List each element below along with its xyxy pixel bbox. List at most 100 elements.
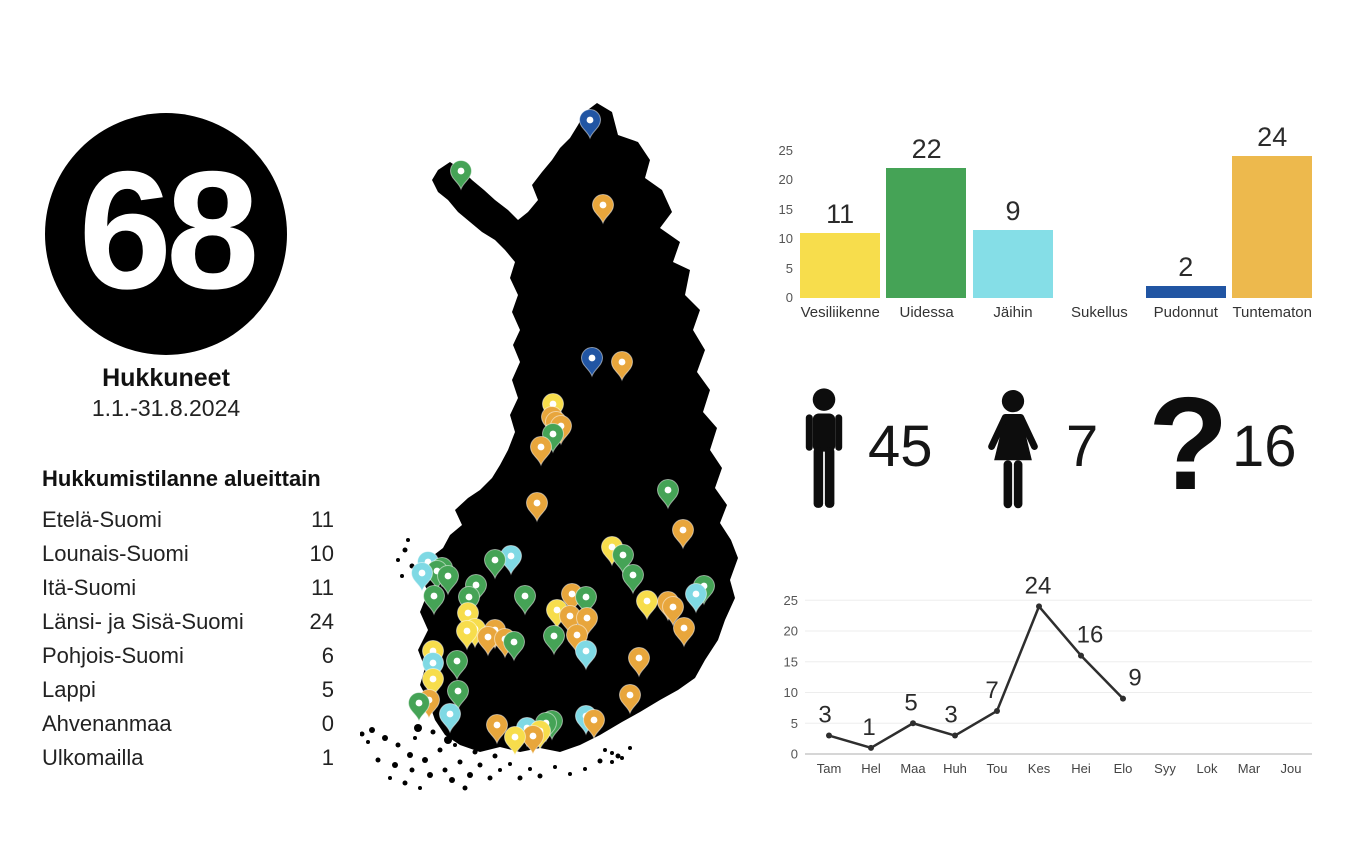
bar-axis-tick-label: 0 — [785, 290, 793, 305]
finland-silhouette — [418, 103, 738, 752]
line-axis-tick-label: 5 — [791, 716, 798, 731]
map-pin-body — [421, 668, 445, 699]
map-pin-body — [618, 684, 642, 715]
map-pin-body — [542, 625, 566, 656]
map-pin — [591, 194, 615, 225]
map-pin-body — [574, 640, 598, 671]
male-icon — [805, 388, 843, 508]
region-label: Itä-Suomi — [42, 575, 137, 600]
bar-category-label: Jäihin — [993, 304, 1033, 321]
month-label: Maa — [900, 761, 926, 776]
map-pin-dot — [635, 654, 643, 662]
map-pin — [521, 725, 545, 756]
bar — [1145, 286, 1226, 298]
bar-axis-tick-label: 10 — [778, 231, 793, 246]
map-pin-body — [446, 680, 470, 711]
map-pin-dot — [568, 590, 576, 598]
month-label: Lok — [1197, 761, 1218, 776]
map-pin-dot — [444, 572, 452, 580]
map-pin — [580, 347, 604, 378]
bar-value-label: 24 — [1257, 122, 1288, 153]
bar-axis-tick-label: 25 — [778, 142, 793, 158]
month-label: Tam — [817, 761, 842, 776]
question-mark-icon: ? — [1148, 370, 1229, 517]
point-value-label: 9 — [1128, 665, 1141, 692]
map-pin-body — [582, 709, 606, 740]
map-pin — [542, 625, 566, 656]
map-pin-body — [672, 617, 696, 648]
point-value-label: 3 — [818, 702, 831, 729]
region-row: Pohjois-Suomi 6 — [42, 639, 334, 673]
region-label: Etelä-Suomi — [42, 507, 162, 532]
map-pin-body — [445, 650, 469, 681]
total-drownings-count: 68 — [78, 136, 260, 324]
map-pin-dot — [566, 612, 574, 620]
map-pin-body — [483, 549, 507, 580]
region-row: Etelä-Suomi 11 — [42, 503, 334, 537]
map-pin-body — [485, 714, 509, 745]
map-pin-dot — [549, 400, 557, 408]
region-row: Ahvenanmaa 0 — [42, 707, 334, 741]
region-value: 5 — [321, 677, 334, 702]
line-point — [1120, 695, 1126, 702]
region-label: Ahvenanmaa — [42, 711, 172, 736]
map-pin-body — [558, 605, 582, 636]
map-pin-body — [503, 726, 527, 757]
map-pin-body — [611, 544, 635, 575]
map-pin-body — [521, 725, 545, 756]
map-pin-body — [449, 160, 473, 191]
map-pin-body — [422, 585, 446, 616]
region-value: 0 — [321, 711, 334, 736]
map-pin-dot — [418, 569, 426, 577]
line-point — [826, 732, 832, 739]
map-pin-dot — [590, 716, 598, 724]
map-pin-dot — [599, 201, 607, 209]
region-row: Länsi- ja Sisä-Suomi 24 — [42, 605, 334, 639]
map-pin — [476, 626, 500, 657]
map-pin-dot — [573, 631, 581, 639]
map-pin — [618, 684, 642, 715]
region-label: Pohjois-Suomi — [42, 643, 184, 668]
map-pin-body — [436, 565, 460, 596]
map-pin-body — [455, 620, 479, 651]
map-pin — [684, 583, 708, 614]
summary-title: Hukkuneet — [102, 364, 230, 392]
map-pin-dot — [608, 543, 616, 551]
region-value: 11 — [311, 575, 334, 600]
map-pin — [627, 647, 651, 678]
map-pin-body — [513, 585, 537, 616]
map-pin-dot — [626, 691, 634, 699]
point-value-label: 1 — [862, 714, 875, 741]
map-pin — [446, 680, 470, 711]
map-pin — [578, 109, 602, 140]
map-pin — [574, 640, 598, 671]
map-pin-dot — [680, 624, 688, 632]
map-pin — [671, 519, 695, 550]
map-pin-body — [502, 631, 526, 662]
map-pin — [421, 652, 445, 683]
map-pin — [513, 585, 537, 616]
map-pin-body — [529, 436, 553, 467]
map-pin-dot — [582, 593, 590, 601]
map-pin — [407, 692, 431, 723]
line-axis-tick-label: 15 — [784, 654, 798, 669]
map-pin — [422, 585, 446, 616]
map-pin — [410, 562, 434, 593]
map-pin-dot — [583, 614, 591, 622]
map-pin-body — [421, 652, 445, 683]
month-label: Huh — [943, 761, 967, 776]
map-pin — [457, 586, 481, 617]
map-pin-dot — [549, 430, 557, 438]
point-value-label: 7 — [985, 677, 998, 704]
bar-value-label: 11 — [826, 199, 855, 230]
region-label: Lappi — [42, 677, 96, 702]
map-pin-dot — [550, 632, 558, 640]
summary-period: 1.1.-31.8.2024 — [91, 395, 241, 421]
point-value-label: 24 — [1025, 572, 1052, 599]
bar-axis-tick-label: 20 — [778, 172, 793, 187]
map-pin-body — [656, 479, 680, 510]
bar-value-label: 22 — [911, 134, 942, 165]
month-label: Kes — [1028, 761, 1051, 776]
bar-category-label: Uidessa — [899, 304, 954, 321]
